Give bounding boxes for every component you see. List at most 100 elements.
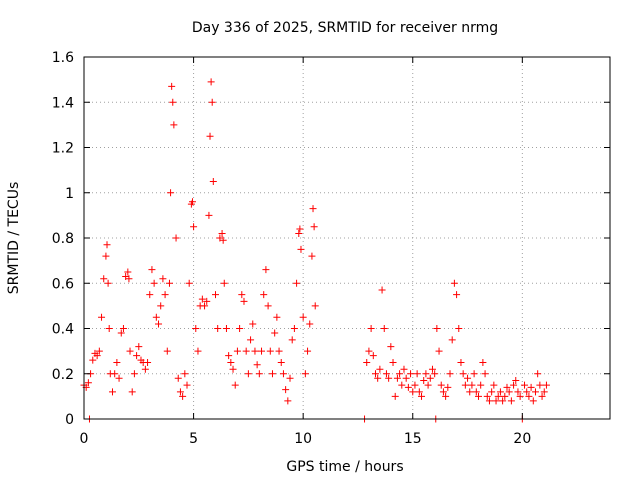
data-point: [172, 234, 180, 242]
data-point: [402, 374, 410, 382]
data-point: [468, 381, 476, 389]
data-point: [455, 325, 463, 332]
data-point: [529, 397, 537, 405]
data-point: [185, 279, 193, 287]
data-point: [457, 358, 465, 366]
data-point: [290, 325, 298, 332]
data-point: [439, 388, 447, 396]
data-point: [168, 82, 176, 90]
y-tick-label: 0: [65, 412, 74, 428]
data-point: [542, 381, 550, 389]
data-point: [148, 266, 156, 274]
data-point: [163, 347, 171, 355]
data-point: [376, 365, 384, 373]
x-tick-label: 20: [513, 431, 531, 447]
data-point: [453, 291, 461, 299]
data-point: [279, 370, 287, 378]
data-point: [308, 252, 316, 260]
data-point: [206, 132, 214, 140]
y-tick-label: 0.6: [52, 276, 74, 292]
data-point: [264, 302, 272, 310]
data-point: [538, 392, 546, 400]
data-point: [190, 223, 198, 231]
y-axis-label: SRMTID / TECUs: [6, 182, 22, 295]
data-point: [108, 388, 116, 396]
data-point: [492, 397, 500, 405]
data-point: [104, 279, 112, 287]
data-point: [393, 374, 401, 382]
data-point: [540, 388, 548, 396]
data-point: [466, 388, 474, 396]
data-point: [231, 381, 239, 389]
data-point: [472, 388, 480, 396]
data-point: [188, 198, 196, 206]
data-point: [124, 268, 132, 276]
data-point: [225, 352, 233, 360]
data-point: [113, 358, 121, 366]
data-point: [192, 325, 200, 332]
data-point: [247, 336, 255, 344]
data-point: [369, 352, 377, 360]
data-point: [102, 252, 110, 260]
data-point: [431, 370, 439, 378]
data-point: [374, 374, 382, 382]
data-point: [89, 356, 97, 364]
data-point: [219, 236, 227, 244]
data-point: [444, 383, 452, 391]
data-point: [284, 397, 292, 405]
data-point: [424, 381, 432, 389]
data-point: [531, 388, 539, 396]
x-tick-label: 10: [294, 431, 312, 447]
data-point: [220, 279, 228, 287]
data-point: [442, 392, 450, 400]
data-point: [201, 302, 209, 310]
data-point: [198, 295, 206, 303]
data-point: [413, 370, 421, 378]
data-point: [371, 370, 379, 378]
data-point: [125, 275, 133, 283]
data-point: [84, 379, 92, 387]
data-point: [363, 358, 371, 366]
data-point: [499, 397, 507, 405]
data-point: [293, 279, 301, 287]
data-point: [297, 245, 305, 253]
y-tick-label: 0.2: [52, 367, 74, 383]
data-point: [389, 358, 397, 366]
data-point: [271, 329, 279, 337]
data-point: [299, 313, 307, 321]
data-point: [161, 291, 169, 299]
data-point: [130, 370, 138, 378]
x-tick-label: 5: [189, 431, 198, 447]
data-point: [387, 343, 395, 351]
data-point: [525, 392, 533, 400]
data-point: [523, 388, 531, 396]
y-tick-label: 0.8: [52, 231, 74, 247]
data-point: [203, 297, 211, 305]
data-point: [218, 229, 226, 237]
data-point: [100, 275, 108, 283]
data-point: [534, 370, 542, 378]
data-point: [459, 370, 467, 378]
data-point: [209, 177, 217, 185]
data-point: [128, 388, 136, 396]
data-point: [483, 392, 491, 400]
data-point: [273, 313, 281, 321]
data-point: [304, 347, 312, 355]
data-point: [176, 388, 184, 396]
data-point: [95, 347, 103, 355]
y-tick-label: 1.4: [52, 95, 74, 111]
data-point: [208, 98, 216, 106]
data-point: [169, 98, 177, 106]
data-point: [268, 370, 276, 378]
data-point: [179, 392, 187, 400]
data-point: [238, 291, 246, 299]
data-point: [510, 381, 518, 389]
data-point: [119, 325, 127, 332]
data-point: [183, 381, 191, 389]
data-point: [133, 352, 141, 360]
data-point: [286, 374, 294, 382]
data-point: [233, 347, 241, 355]
data-point: [258, 347, 266, 355]
axis-ticks: 0 0.2 0.4 0.6 0.8 1 1.2 1.4 1.6 0 5 10 15 20: [52, 50, 610, 447]
data-point: [251, 347, 259, 355]
